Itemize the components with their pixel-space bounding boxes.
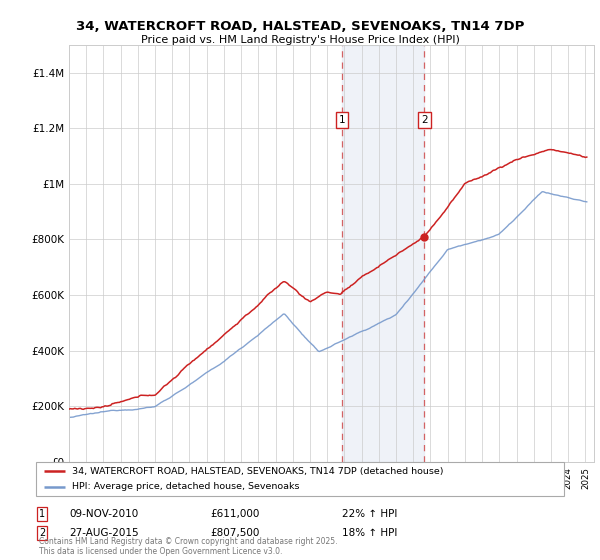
Text: 34, WATERCROFT ROAD, HALSTEAD, SEVENOAKS, TN14 7DP: 34, WATERCROFT ROAD, HALSTEAD, SEVENOAKS… [76, 20, 524, 32]
Text: 09-NOV-2010: 09-NOV-2010 [69, 509, 138, 519]
Bar [342, 45, 424, 462]
Text: £807,500: £807,500 [210, 528, 259, 538]
Text: 22% ↑ HPI: 22% ↑ HPI [342, 509, 397, 519]
Text: Price paid vs. HM Land Registry's House Price Index (HPI): Price paid vs. HM Land Registry's House … [140, 35, 460, 45]
Text: 34, WATERCROFT ROAD, HALSTEAD, SEVENOAKS, TN14 7DP (detached house): 34, WATERCROFT ROAD, HALSTEAD, SEVENOAKS… [72, 466, 443, 475]
Text: 2: 2 [39, 528, 45, 538]
Text: HPI: Average price, detached house, Sevenoaks: HPI: Average price, detached house, Seve… [72, 482, 299, 491]
Text: 27-AUG-2015: 27-AUG-2015 [69, 528, 139, 538]
Text: Contains HM Land Registry data © Crown copyright and database right 2025.
This d: Contains HM Land Registry data © Crown c… [39, 536, 337, 556]
Text: 1: 1 [338, 115, 345, 125]
Text: 18% ↑ HPI: 18% ↑ HPI [342, 528, 397, 538]
Text: 1: 1 [39, 509, 45, 519]
Text: 2: 2 [421, 115, 428, 125]
Text: £611,000: £611,000 [210, 509, 259, 519]
